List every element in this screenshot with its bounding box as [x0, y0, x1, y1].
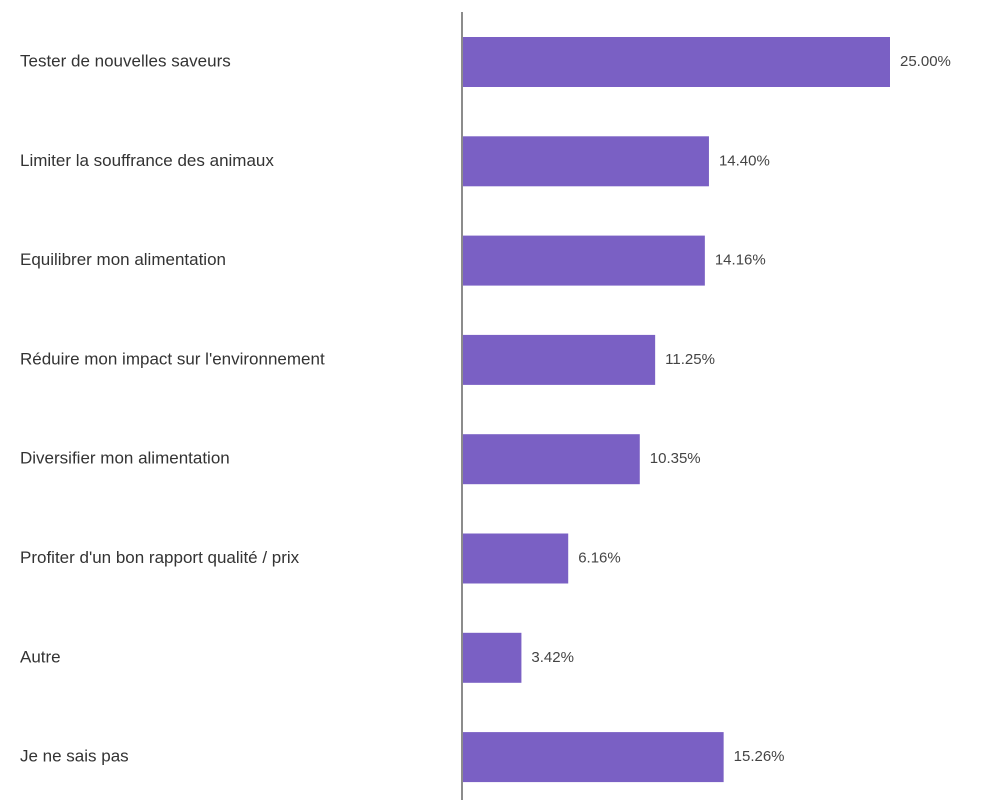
bar — [463, 235, 705, 286]
category-label: Diversifier mon alimentation — [20, 449, 230, 468]
bar — [463, 136, 709, 187]
bar — [463, 533, 569, 584]
bar — [463, 732, 724, 783]
category-label: Tester de nouvelles saveurs — [20, 51, 231, 70]
value-label: 6.16% — [578, 549, 621, 566]
category-label: Autre — [20, 647, 61, 666]
bar — [463, 37, 890, 87]
value-label: 10.35% — [650, 450, 701, 467]
bar — [463, 334, 656, 385]
value-label: 14.40% — [719, 152, 770, 169]
value-label: 25.00% — [900, 53, 951, 70]
value-label: 11.25% — [665, 351, 715, 368]
category-label: Réduire mon impact sur l'environnement — [20, 349, 325, 368]
value-label: 14.16% — [715, 252, 766, 269]
category-label: Limiter la souffrance des animaux — [20, 151, 274, 170]
category-label: Profiter d'un bon rapport qualité / prix — [20, 548, 300, 567]
value-label: 3.42% — [531, 649, 574, 666]
bar — [463, 434, 640, 485]
category-label: Je ne sais pas — [20, 747, 129, 766]
value-label: 15.26% — [734, 748, 785, 765]
category-label: Equilibrer mon alimentation — [20, 250, 226, 269]
bar — [463, 632, 522, 683]
